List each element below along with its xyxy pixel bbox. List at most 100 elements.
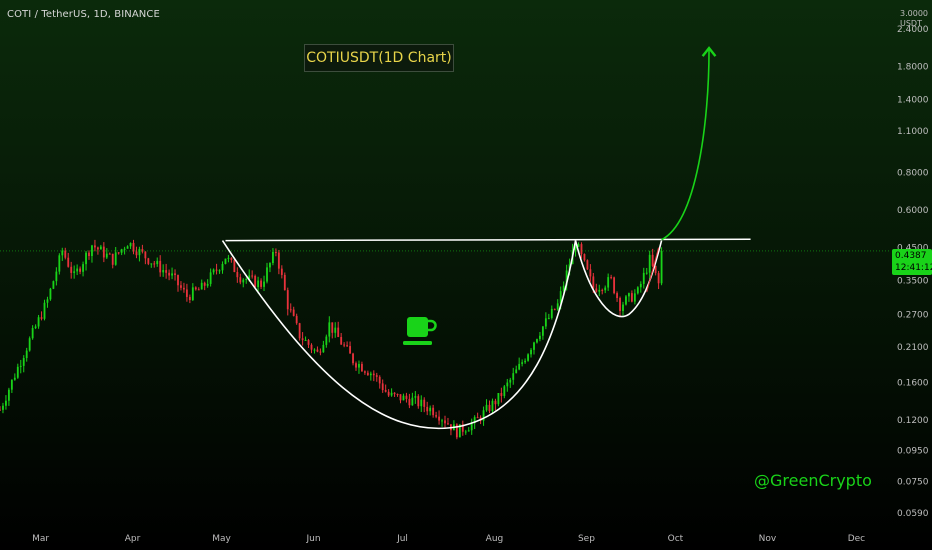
candle-body <box>191 287 194 301</box>
candle-body <box>399 394 402 401</box>
candle-body <box>390 392 393 396</box>
candle-body <box>117 252 120 254</box>
candle-body <box>277 252 280 269</box>
candle-body <box>420 399 423 407</box>
candle-body <box>346 345 349 347</box>
candle-body <box>295 315 298 324</box>
y-tick-label: 0.3500 <box>897 276 929 286</box>
candle-body <box>310 344 313 350</box>
price-axis: 0.0590 0.0750 0.0950 0.1200 0.1600 0.2100 0.27… <box>897 25 929 519</box>
candle-body <box>19 365 22 367</box>
candle-body <box>212 269 215 273</box>
current-price-badge: 0.4387 12:41:12 <box>892 249 932 275</box>
candle-body <box>40 317 43 319</box>
y-tick-label: 0.0590 <box>897 509 929 519</box>
candle-body <box>343 344 346 346</box>
candle-body <box>203 282 206 286</box>
candle-body <box>185 289 188 297</box>
candle-body <box>550 308 553 318</box>
candle-body <box>322 344 325 353</box>
candle-body <box>165 270 168 273</box>
x-tick-label: Dec <box>848 534 865 544</box>
candle-body <box>657 273 660 284</box>
candle-body <box>46 299 49 303</box>
candle-body <box>556 303 559 310</box>
candle-body <box>61 250 64 256</box>
candle-body <box>482 410 485 421</box>
candle-body <box>2 405 4 410</box>
y-tick-label: 2.4000 <box>897 25 929 35</box>
candle-body <box>491 400 494 412</box>
y-tick-label: 1.8000 <box>897 63 929 73</box>
candle-body <box>497 393 500 405</box>
candle-body <box>396 393 399 395</box>
candle-body <box>334 327 337 333</box>
y-tick-label: 0.2700 <box>897 310 929 320</box>
candle-body <box>248 275 251 279</box>
candle-body <box>494 400 497 405</box>
candle-body <box>610 277 613 279</box>
candle-body <box>328 322 331 337</box>
candle-body <box>417 396 420 407</box>
candle-body <box>586 260 589 270</box>
candle-body <box>429 407 432 412</box>
candle-body <box>405 395 408 399</box>
candle-body <box>13 377 16 380</box>
candle-body <box>138 248 141 256</box>
candle-body <box>245 278 248 280</box>
candle-body <box>73 271 76 273</box>
candle-body <box>363 371 366 373</box>
candle-body <box>402 395 405 401</box>
candle-body <box>16 366 19 378</box>
candle-body <box>239 277 242 283</box>
candle-body <box>512 373 515 380</box>
y-tick-label: 0.1600 <box>897 379 929 389</box>
candle-body <box>607 277 610 288</box>
candle-body <box>269 263 271 268</box>
projection-arrow <box>661 46 717 241</box>
candle-body <box>577 244 580 247</box>
candle-body <box>331 322 334 333</box>
candle-body <box>660 250 663 284</box>
candle-body <box>313 349 316 351</box>
candle-body <box>613 277 616 294</box>
candle-body <box>423 399 426 407</box>
candle-body <box>444 420 446 424</box>
candle-body <box>85 252 87 265</box>
candle-body <box>589 269 592 277</box>
candle-body <box>595 288 598 292</box>
y-tick-label: 0.2100 <box>897 343 929 353</box>
candle-body <box>64 250 67 258</box>
candle-body <box>286 290 289 310</box>
top-price-label: 3.0000 <box>900 9 928 18</box>
candle-body <box>168 272 171 276</box>
candle-body <box>200 282 203 290</box>
candle-body <box>141 248 144 252</box>
candle-body <box>132 242 135 252</box>
candle-body <box>5 400 7 406</box>
candle-body <box>150 263 153 265</box>
candle-body <box>230 257 233 261</box>
handle-marker <box>646 247 660 293</box>
candle-body <box>441 420 443 422</box>
candle-body <box>509 379 512 383</box>
pattern-layer <box>0 46 890 430</box>
handle-curve <box>574 240 663 318</box>
candle-body <box>447 423 449 425</box>
candle-body <box>82 264 84 272</box>
candle-body <box>227 257 230 259</box>
candle-body <box>206 283 209 286</box>
candle-body <box>583 254 586 261</box>
y-tick-label: 1.4000 <box>897 95 929 105</box>
candle-body <box>384 390 387 392</box>
cup-handle <box>428 319 437 332</box>
candle-body <box>464 431 467 433</box>
candle-body <box>289 309 292 311</box>
candle-body <box>432 407 435 416</box>
candle-body <box>358 363 360 368</box>
candle-body <box>283 274 286 291</box>
candle-body <box>153 263 156 265</box>
y-tick-label: 0.4500 <box>897 244 929 254</box>
